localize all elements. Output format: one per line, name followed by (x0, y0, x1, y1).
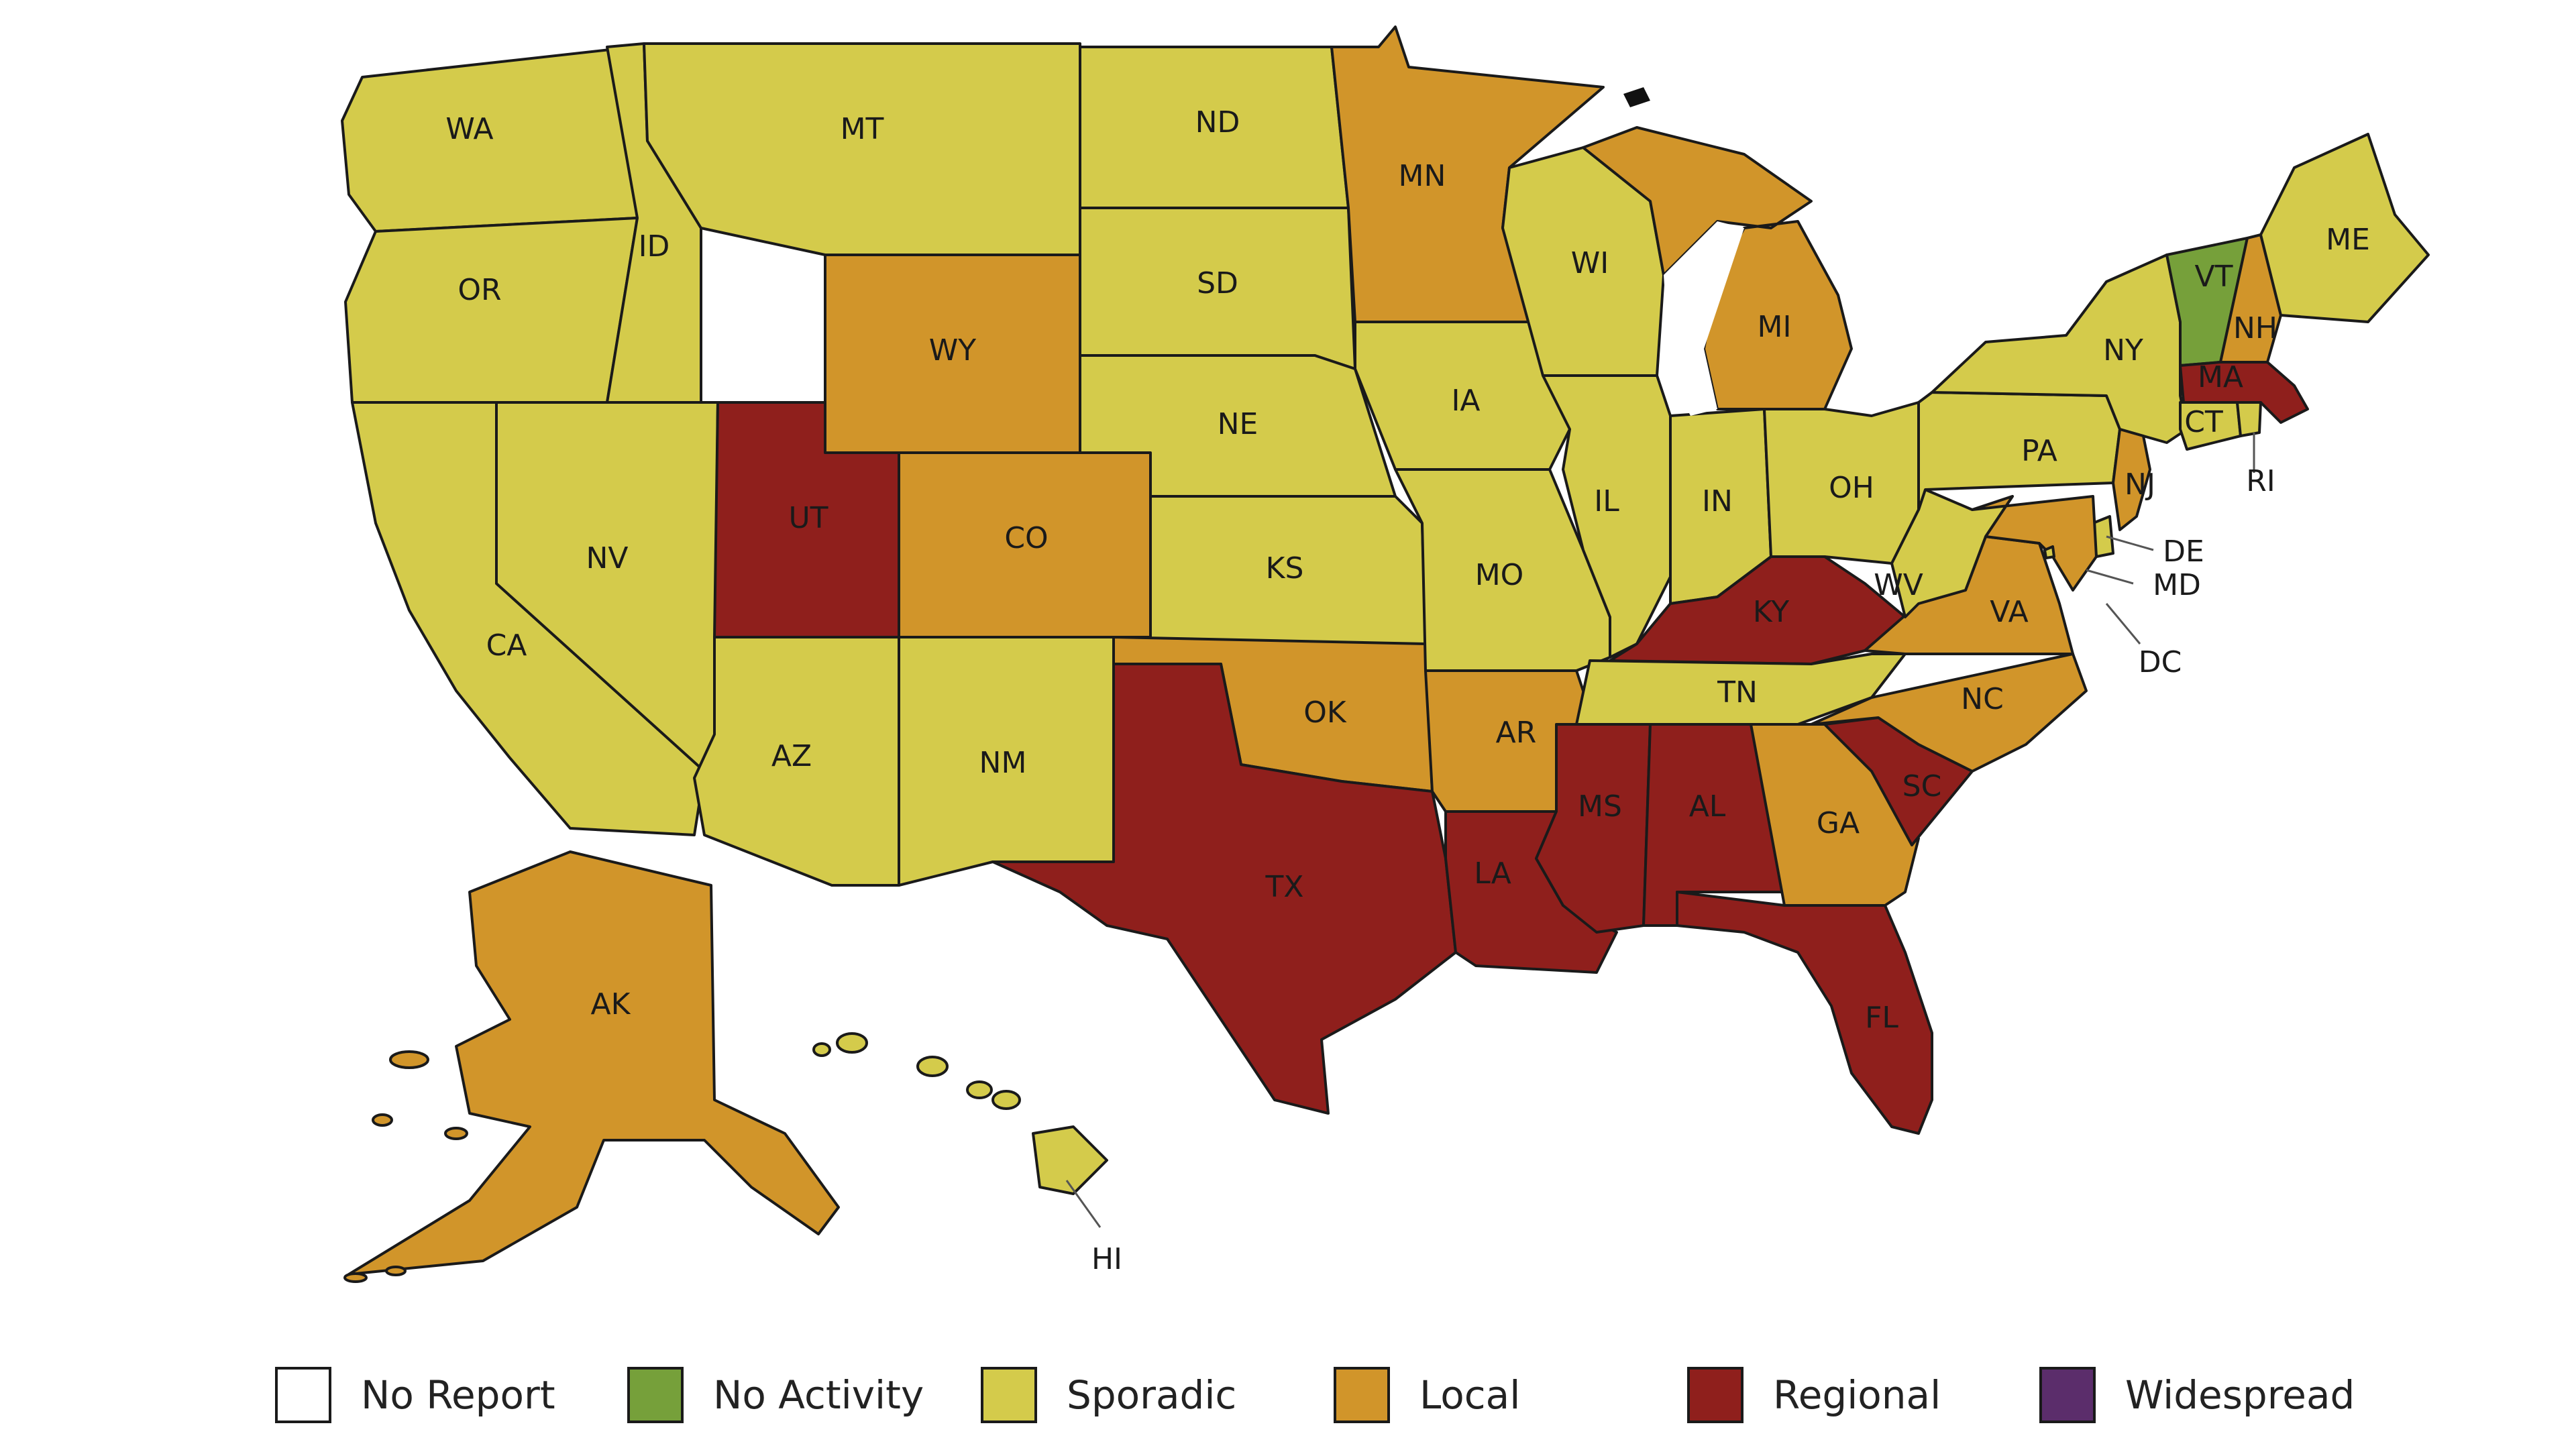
legend-label-sporadic: Sporadic (1067, 1372, 1237, 1418)
state-label-nv: NV (586, 541, 628, 575)
state-label-sd: SD (1197, 266, 1238, 300)
state-label-co: CO (1004, 521, 1048, 555)
state-label-az: AZ (771, 739, 812, 773)
state-label-wa: WA (445, 112, 493, 146)
legend-swatch-sporadic (981, 1367, 1037, 1423)
state-ak[interactable] (347, 850, 840, 1276)
state-label-oh: OH (1829, 471, 1874, 505)
state-label-dc: DC (2139, 645, 2182, 679)
state-label-me: ME (2326, 223, 2370, 257)
legend-item-no-activity: No Activity (627, 1361, 924, 1429)
hawaii-small-islands (812, 1032, 1021, 1110)
state-il[interactable] (1542, 374, 1672, 659)
state-label-pa: PA (2021, 434, 2057, 468)
state-label-mt: MT (841, 112, 884, 146)
legend-item-local: Local (1334, 1361, 1520, 1429)
state-label-ks: KS (1266, 551, 1304, 586)
state-label-ut: UT (788, 501, 828, 535)
state-nh[interactable] (2219, 233, 2282, 364)
legend-item-widespread: Widespread (2039, 1361, 2355, 1429)
labels-layer: WA OR CA ID NV MT WY UT CO AZ NM ND SD NE KS OK TX MN IA MO… (445, 105, 2369, 1276)
state-label-in: IN (1702, 484, 1733, 518)
state-label-ar: AR (1496, 716, 1537, 750)
state-label-id: ID (639, 229, 670, 264)
state-label-hi: HI (1091, 1242, 1122, 1276)
state-label-ny: NY (2103, 333, 2143, 368)
leader-lines (1065, 433, 2255, 1228)
states-layer (341, 25, 2430, 1283)
legend-label-no-report: No Report (361, 1372, 555, 1418)
legend-item-regional: Regional (1687, 1361, 1941, 1429)
state-label-mi: MI (1758, 310, 1792, 344)
state-label-ct: CT (2184, 405, 2223, 439)
legend-swatch-no-report (275, 1367, 331, 1423)
legend-item-sporadic: Sporadic (981, 1361, 1236, 1429)
state-hi[interactable] (1032, 1125, 1108, 1195)
state-label-nm: NM (979, 746, 1027, 780)
state-label-ne: NE (1218, 407, 1258, 441)
state-label-ak: AK (591, 987, 631, 1021)
state-label-ma: MA (2198, 360, 2243, 394)
state-label-ky: KY (1753, 595, 1789, 629)
state-pa[interactable] (1917, 391, 2121, 511)
aleutian-islands (343, 1050, 468, 1283)
state-label-de: DE (2163, 535, 2204, 569)
state-label-nj: NJ (2125, 467, 2155, 502)
state-label-nc: NC (1961, 682, 2004, 716)
state-label-vt: VT (2195, 260, 2233, 294)
state-label-ga: GA (1817, 806, 1860, 840)
legend-label-widespread: Widespread (2125, 1372, 2355, 1418)
state-fl[interactable] (1676, 891, 1933, 1135)
state-nc[interactable] (1810, 653, 2088, 773)
legend-swatch-regional (1687, 1367, 1743, 1423)
state-nj[interactable] (2112, 428, 2151, 531)
state-label-al: AL (1689, 789, 1726, 824)
state-label-wi: WI (1571, 246, 1609, 280)
state-label-nh: NH (2233, 311, 2277, 345)
state-label-il: IL (1594, 484, 1619, 518)
state-ri[interactable] (2236, 401, 2262, 437)
state-mt[interactable] (643, 42, 1081, 256)
state-label-wv: WV (1874, 568, 1923, 602)
state-label-ri: RI (2246, 464, 2275, 498)
state-label-wy: WY (929, 333, 977, 368)
legend-label-local: Local (1419, 1372, 1521, 1418)
state-label-md: MD (2153, 568, 2201, 602)
state-tx[interactable] (991, 663, 1457, 1115)
state-or[interactable] (344, 217, 639, 404)
state-label-tx: TX (1265, 870, 1303, 904)
legend-swatch-widespread (2039, 1367, 2096, 1423)
state-label-va: VA (1990, 595, 2028, 629)
state-ct[interactable] (2179, 401, 2242, 451)
state-label-ok: OK (1303, 695, 1347, 730)
state-label-fl: FL (1865, 1001, 1898, 1035)
state-me[interactable] (2259, 133, 2430, 323)
state-label-mn: MN (1399, 159, 1446, 193)
state-label-ms: MS (1578, 789, 1622, 824)
legend-item-no-report: No Report (275, 1361, 555, 1429)
state-label-sc: SC (1902, 769, 1942, 803)
legend-swatch-local (1334, 1367, 1390, 1423)
state-label-mo: MO (1475, 558, 1524, 592)
legend-swatch-no-activity (627, 1367, 684, 1423)
state-label-ia: IA (1451, 384, 1480, 418)
state-label-nd: ND (1195, 105, 1240, 140)
great-lakes (1623, 87, 1744, 416)
legend-label-regional: Regional (1773, 1372, 1941, 1418)
state-label-ca: CA (486, 628, 527, 663)
legend: No Report No Activity Sporadic Local Reg… (0, 1361, 2576, 1435)
legend-label-no-activity: No Activity (713, 1372, 924, 1418)
state-label-tn: TN (1717, 675, 1758, 710)
state-label-or: OR (458, 273, 501, 307)
state-dc[interactable] (2043, 545, 2055, 559)
state-label-la: LA (1474, 856, 1511, 891)
